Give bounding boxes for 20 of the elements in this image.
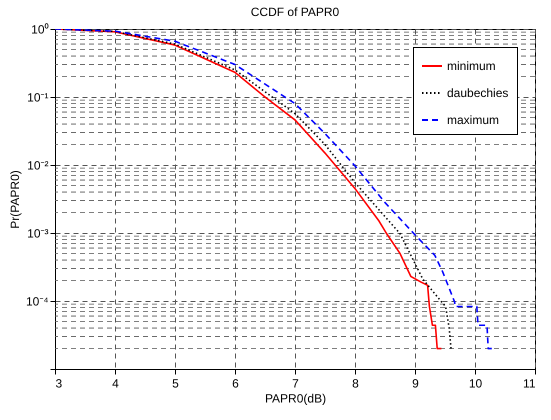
y-axis-title: Pr(PAPR0) (8, 170, 22, 229)
y-tick-label: 10⁻³ (27, 226, 49, 240)
x-tick-label: 7 (292, 376, 300, 390)
x-tick-label: 11 (523, 376, 536, 390)
legend-label: daubechies (447, 86, 508, 100)
y-tick-label: 10⁻⁴ (26, 294, 48, 308)
x-tick-label: 6 (232, 376, 240, 390)
y-tick-label: 10⁻² (27, 158, 49, 172)
x-tick-label: 5 (172, 376, 180, 390)
x-tick-label: 10 (468, 376, 482, 390)
x-tick-label: 3 (56, 376, 62, 390)
x-axis-title: PAPR0(dB) (264, 392, 326, 406)
x-tick-label: 9 (412, 376, 420, 390)
x-tick-label: 4 (112, 376, 120, 390)
legend-label: minimum (447, 59, 496, 73)
x-tick-label: 8 (352, 376, 360, 390)
legend-label: maximum (447, 113, 500, 127)
chart-title: CCDF of PAPR0 (250, 5, 340, 19)
y-tick-label: 10⁻¹ (27, 90, 49, 104)
y-tick-label: 10⁰ (31, 22, 48, 36)
